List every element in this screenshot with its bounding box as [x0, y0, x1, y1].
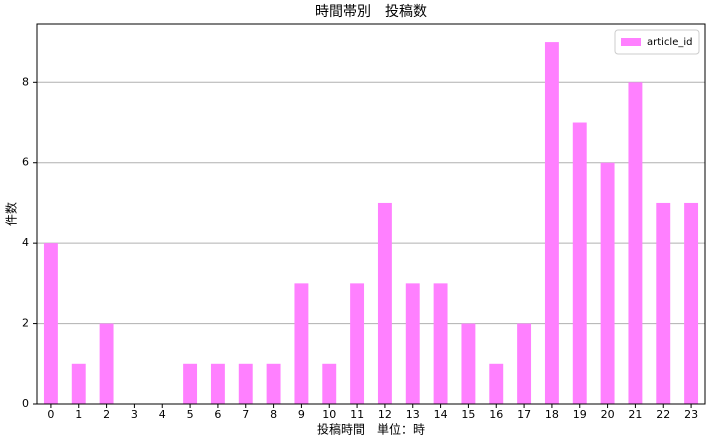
- bar: [544, 42, 559, 404]
- x-tick-label: 9: [298, 408, 305, 421]
- x-tick-label: 10: [322, 408, 336, 421]
- bar: [684, 202, 699, 404]
- bar: [656, 202, 671, 404]
- x-tick-label: 14: [434, 408, 448, 421]
- x-tick-label: 19: [573, 408, 587, 421]
- bar: [628, 82, 643, 404]
- bar: [266, 363, 281, 404]
- bar: [350, 283, 365, 404]
- x-tick-label: 0: [47, 408, 54, 421]
- x-tick-label: 13: [406, 408, 420, 421]
- chart-title: 時間帯別 投稿数: [315, 4, 427, 20]
- x-tick-label: 1: [75, 408, 82, 421]
- y-tick-label: 8: [22, 75, 29, 88]
- bar: [489, 363, 504, 404]
- x-tick-label: 22: [656, 408, 670, 421]
- x-tick-label: 15: [461, 408, 475, 421]
- bar: [210, 363, 225, 404]
- legend-box: [614, 29, 700, 55]
- x-tick-label: 8: [270, 408, 277, 421]
- y-tick-label: 2: [22, 317, 29, 330]
- x-tick-label: 11: [350, 408, 364, 421]
- y-tick-label: 6: [22, 156, 29, 169]
- x-tick-label: 4: [159, 408, 166, 421]
- bar: [600, 162, 615, 404]
- bar: [461, 323, 476, 404]
- plot-frame: [36, 23, 706, 405]
- y-tick-label: 4: [22, 236, 29, 249]
- bar: [183, 363, 198, 404]
- legend-label: article_id: [647, 37, 693, 48]
- bar: [572, 122, 587, 404]
- x-tick-label: 18: [545, 408, 559, 421]
- x-tick-label: 5: [187, 408, 194, 421]
- x-tick-label: 3: [131, 408, 138, 421]
- bar: [405, 283, 420, 404]
- x-tick-label: 20: [601, 408, 615, 421]
- bar: [238, 363, 253, 404]
- y-tick-label: 0: [22, 397, 29, 410]
- bar: [433, 283, 448, 404]
- bar: [71, 363, 86, 404]
- x-tick-label: 21: [628, 408, 642, 421]
- bar: [377, 202, 392, 404]
- bar: [517, 323, 532, 404]
- x-tick-label: 23: [684, 408, 698, 421]
- bar: [99, 323, 114, 404]
- legend-swatch: [621, 38, 641, 46]
- x-tick-label: 2: [103, 408, 110, 421]
- bar: [322, 363, 337, 404]
- bar: [43, 243, 58, 404]
- x-tick-label: 16: [489, 408, 503, 421]
- x-axis-label: 投稿時間 単位：時: [317, 422, 425, 437]
- x-tick-label: 17: [517, 408, 531, 421]
- x-tick-label: 12: [378, 408, 392, 421]
- bar: [294, 283, 309, 404]
- y-axis-label: 件数: [4, 202, 19, 226]
- x-tick-label: 6: [214, 408, 221, 421]
- x-tick-label: 7: [242, 408, 249, 421]
